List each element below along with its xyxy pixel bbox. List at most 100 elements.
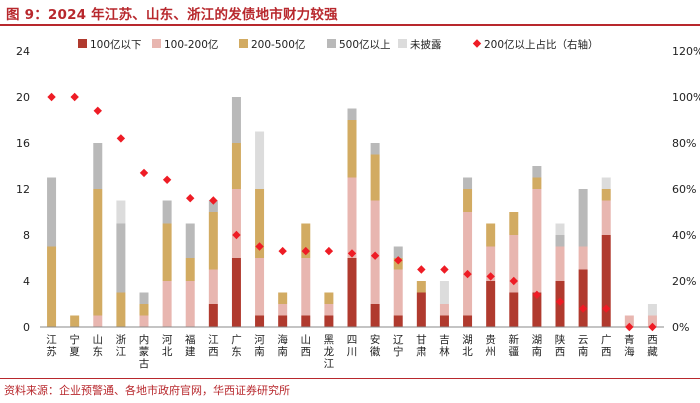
left-axis-tick: 16: [16, 137, 30, 150]
bar-over-500: [370, 143, 380, 155]
ratio-marker: [162, 175, 172, 184]
bar-over-500: [116, 223, 126, 293]
bar-over-500: [347, 108, 357, 120]
bar-100-200: [439, 304, 449, 316]
bar-under-100: [393, 315, 403, 327]
left-axis-tick: 8: [23, 229, 30, 242]
bar-200-500: [162, 223, 172, 281]
legend-swatch: [327, 39, 336, 48]
bar-200-500: [278, 292, 288, 304]
bar-100-200: [324, 304, 334, 316]
left-axis-tick: 20: [16, 91, 30, 104]
bar-200-500: [463, 189, 473, 212]
x-tick-label: 四川: [347, 334, 358, 358]
bar-100-200: [231, 189, 241, 258]
bar-over-500: [578, 189, 588, 247]
ratio-marker: [417, 265, 426, 274]
bar-over-500: [185, 223, 195, 258]
bar-200-500: [70, 315, 80, 327]
right-axis-tick: 0%: [672, 321, 689, 334]
legend-label: 200亿以上占比（右轴）: [484, 38, 599, 51]
legend-label: 200-500亿: [251, 38, 305, 51]
bar-over-500: [208, 200, 218, 212]
bar-100-200: [301, 258, 311, 316]
bar-100-200: [532, 189, 542, 293]
bar-200-500: [601, 189, 611, 201]
x-tick-label: 新疆: [509, 333, 520, 358]
ratio-marker: [47, 92, 56, 102]
x-tick-label: 青海: [624, 333, 635, 358]
left-axis-tick: 12: [16, 183, 30, 196]
x-tick-label: 河南: [254, 334, 265, 358]
ratio-marker: [463, 269, 472, 279]
bar-200-500: [324, 292, 334, 304]
ratio-marker: [625, 322, 634, 332]
bar-100-200: [278, 304, 288, 316]
ratio-marker: [578, 304, 588, 313]
legend-label: 100-200亿: [164, 38, 218, 51]
left-axis-tick: 24: [16, 45, 30, 58]
ratio-marker: [347, 249, 357, 258]
bar-200-500: [93, 189, 103, 316]
title-rule: [0, 24, 700, 26]
bar-100-200: [578, 246, 588, 270]
x-tick-label: 云南: [578, 334, 589, 358]
right-axis-tick: 60%: [672, 183, 696, 196]
left-axis-tick: 4: [23, 275, 30, 288]
left-axis-tick: 0: [23, 321, 30, 334]
bar-under-100: [532, 292, 542, 327]
bar-over-500: [463, 177, 473, 189]
right-axis-tick: 80%: [672, 137, 696, 150]
legend-marker: [472, 39, 482, 48]
legend-swatch: [78, 39, 87, 48]
legend-swatch: [152, 39, 161, 48]
bar-100-200: [509, 235, 519, 293]
ratio-marker: [255, 242, 264, 251]
bar-under-100: [509, 292, 519, 327]
bar-undisclosed: [555, 223, 565, 235]
bar-100-200: [486, 246, 496, 281]
bar-over-500: [231, 97, 241, 143]
bar-over-500: [47, 177, 57, 247]
bar-under-100: [439, 315, 449, 327]
ratio-marker: [324, 246, 334, 256]
source-rule: [0, 378, 700, 379]
x-tick-label: 湖南: [532, 334, 543, 358]
bar-over-500: [532, 166, 542, 178]
bar-under-100: [301, 315, 311, 327]
bar-under-100: [255, 315, 265, 327]
bar-200-500: [231, 143, 241, 189]
x-tick-label: 浙江: [116, 334, 127, 358]
ratio-marker: [70, 92, 79, 102]
x-tick-label: 辽宁: [393, 334, 404, 358]
ratio-marker: [394, 256, 403, 265]
ratio-marker: [116, 134, 126, 143]
ratio-marker: [370, 251, 380, 260]
x-tick-label: 安徽: [370, 333, 381, 358]
legend-label: 500亿以上: [339, 38, 391, 51]
bar-over-500: [139, 292, 149, 304]
bar-200-500: [509, 212, 519, 235]
bar-100-200: [255, 258, 265, 316]
figure-source: 资料来源：企业预警通、各地市政府官网，华西证券研究所: [4, 384, 290, 397]
bar-100-200: [185, 281, 195, 327]
bar-undisclosed: [601, 177, 611, 189]
bar-over-500: [555, 235, 565, 247]
bar-200-500: [185, 258, 195, 281]
bar-over-500: [393, 246, 403, 258]
bar-over-500: [93, 143, 103, 189]
ratio-marker: [602, 304, 611, 313]
x-tick-label: 甘肃: [416, 333, 427, 358]
bar-200-500: [416, 281, 426, 293]
x-tick-label: 吉林: [439, 334, 450, 358]
ratio-marker: [278, 246, 287, 256]
bar-200-500: [139, 304, 149, 316]
x-tick-label: 内蒙古: [139, 333, 150, 370]
bar-200-500: [301, 223, 311, 258]
x-tick-label: 江苏: [46, 334, 57, 358]
x-tick-label: 贵州: [485, 333, 496, 358]
bar-200-500: [47, 246, 57, 327]
bar-undisclosed: [116, 200, 126, 224]
bar-200-500: [208, 212, 218, 270]
legend-label: 未披露: [410, 38, 442, 51]
